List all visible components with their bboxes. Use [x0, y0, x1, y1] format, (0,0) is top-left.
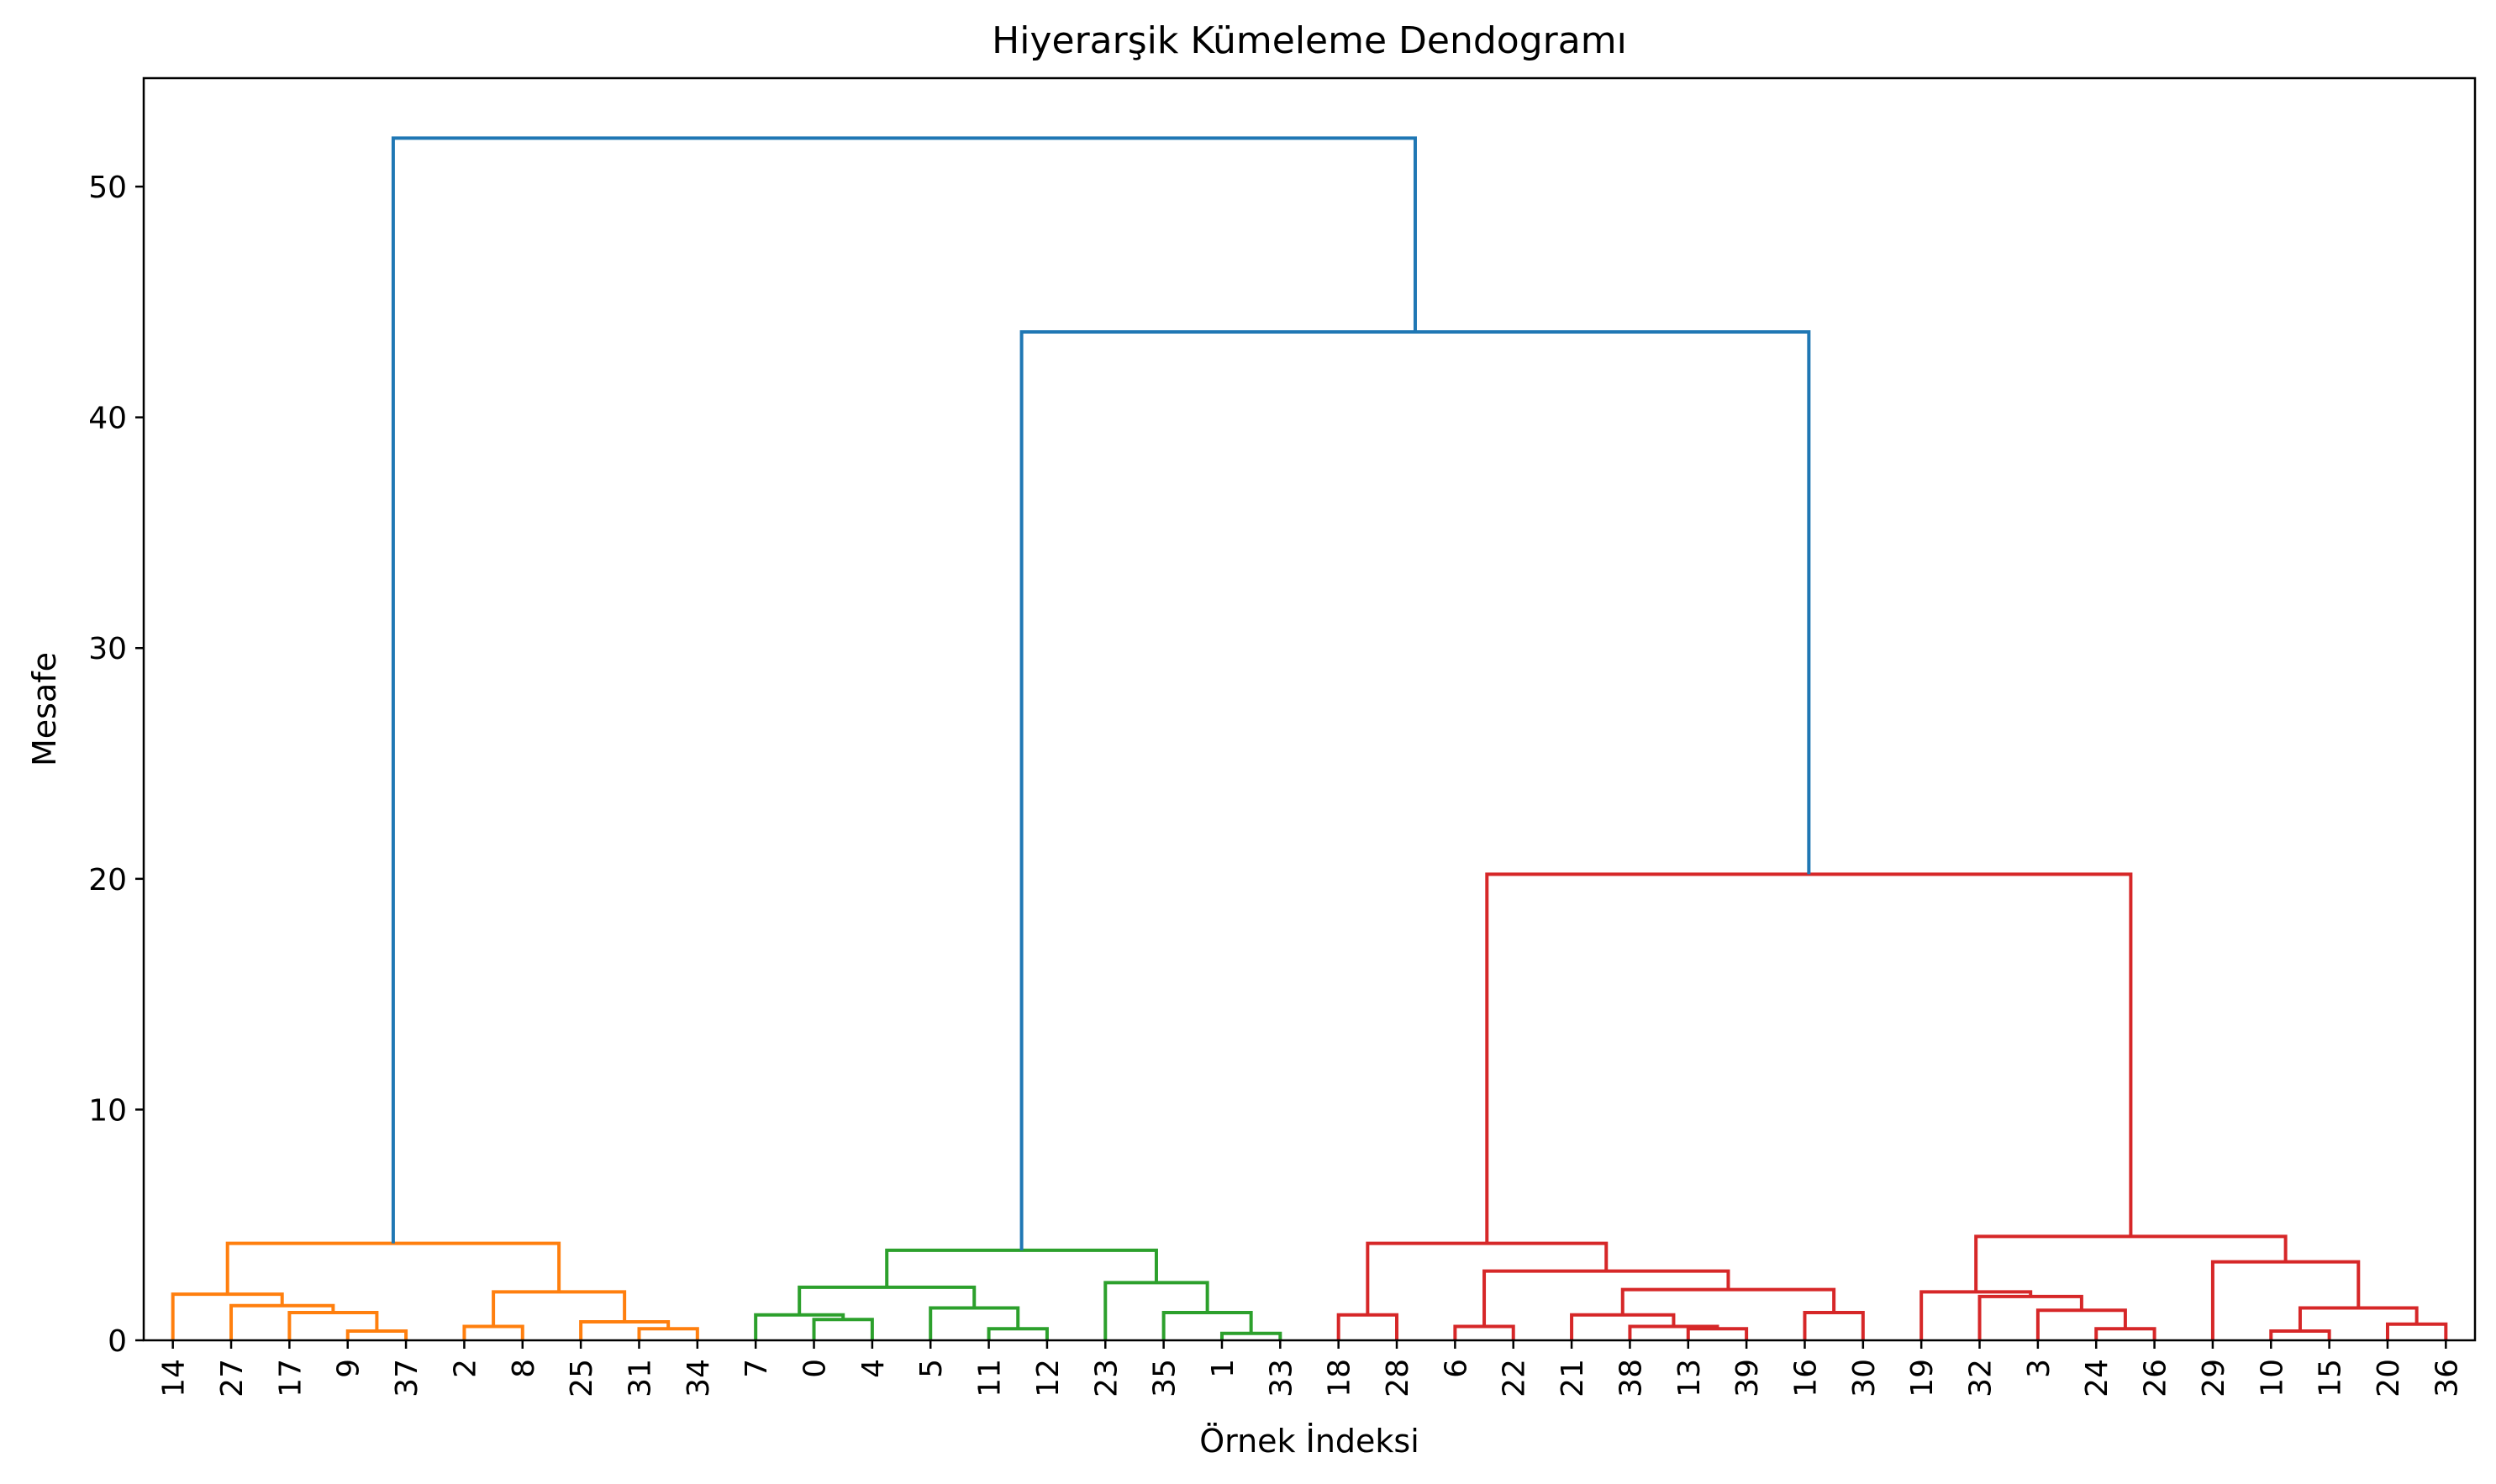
x-tick-label-19: 19: [1905, 1359, 1940, 1397]
x-tick-label-34: 34: [682, 1359, 716, 1397]
x-tick-label-14: 14: [157, 1359, 192, 1397]
dendrogram-link-1: [287, 1311, 379, 1340]
dendrogram-link-7: [492, 1290, 627, 1327]
x-tick-label-39: 39: [1730, 1359, 1765, 1397]
dendrogram-link-38: [391, 136, 1417, 1244]
y-tick-label-0: 0: [108, 1324, 127, 1359]
plot-frame: [142, 76, 2477, 1342]
x-tick-label-24: 24: [2080, 1359, 2114, 1397]
x-tick-label-5: 5: [914, 1359, 949, 1378]
x-tick-label-1: 1: [1206, 1359, 1240, 1378]
x-tick-label-25: 25: [565, 1359, 599, 1397]
x-axis: 14 27 17 9 37 2 8 25 31 34 7 0 4 5 11 12 23 35 1 33 18 28 6 22 2…: [157, 1340, 2464, 1397]
x-tick-label-0: 0: [798, 1359, 833, 1378]
y-tick-label-10: 10: [88, 1093, 127, 1128]
x-tick-label-33: 33: [1264, 1359, 1298, 1397]
x-tick-label-30: 30: [1847, 1359, 1882, 1397]
x-tick-label-27: 27: [215, 1359, 250, 1397]
x-tick-label-3: 3: [2022, 1359, 2056, 1378]
links-layer: [171, 136, 2448, 1340]
dendrogram-link-15: [1161, 1311, 1253, 1340]
dendrogram-link-31: [2269, 1329, 2331, 1340]
y-tick-label-30: 30: [88, 632, 127, 666]
chart-title: Hiyerarşik Kümeleme Dendogramı: [992, 19, 1627, 62]
x-tick-label-38: 38: [1614, 1359, 1648, 1397]
x-tick-label-2: 2: [448, 1359, 482, 1378]
dendrogram-link-23: [1803, 1311, 1865, 1340]
x-tick-label-7: 7: [740, 1359, 774, 1378]
dendrogram-link-29: [1977, 1294, 2083, 1340]
x-tick-label-32: 32: [1964, 1359, 1998, 1397]
x-tick-label-28: 28: [1381, 1359, 1415, 1397]
dendrogram-link-33: [2298, 1306, 2419, 1332]
dendrogram-link-10: [754, 1313, 845, 1340]
x-tick-label-12: 12: [1031, 1359, 1066, 1397]
x-tick-label-15: 15: [2314, 1359, 2348, 1397]
x-tick-label-31: 31: [623, 1359, 657, 1397]
dendrogram-link-22: [1570, 1313, 1676, 1340]
x-tick-label-29: 29: [2197, 1359, 2231, 1397]
x-tick-label-21: 21: [1556, 1359, 1590, 1397]
y-axis-label: Mesafe: [26, 652, 63, 766]
y-tick-label-20: 20: [88, 863, 127, 897]
x-tick-label-20: 20: [2372, 1359, 2406, 1397]
x-tick-label-37: 37: [390, 1359, 424, 1397]
x-tick-label-16: 16: [1788, 1359, 1823, 1397]
dendrogram-link-30: [1919, 1290, 2033, 1340]
x-tick-label-26: 26: [2139, 1359, 2173, 1397]
dendrogram-link-37: [1019, 330, 1811, 1250]
x-tick-label-10: 10: [2255, 1359, 2289, 1397]
x-tick-label-4: 4: [856, 1359, 891, 1378]
dendrogram-link-32: [2385, 1322, 2448, 1340]
y-tick-label-40: 40: [88, 402, 127, 436]
dendrogram-link-34: [2210, 1260, 2361, 1340]
x-tick-label-17: 17: [273, 1359, 308, 1397]
x-tick-label-9: 9: [332, 1359, 366, 1378]
x-tick-label-11: 11: [973, 1359, 1008, 1397]
dendrogram-link-12: [929, 1306, 1020, 1340]
y-tick-label-50: 50: [88, 171, 127, 205]
plot-area: [144, 78, 2475, 1340]
x-tick-label-36: 36: [2430, 1359, 2464, 1397]
x-tick-label-13: 13: [1672, 1359, 1707, 1397]
x-tick-label-18: 18: [1323, 1359, 1357, 1397]
x-tick-label-8: 8: [507, 1359, 541, 1378]
x-tick-label-35: 35: [1148, 1359, 1182, 1397]
x-tick-label-22: 22: [1498, 1359, 1532, 1397]
x-tick-label-23: 23: [1089, 1359, 1124, 1397]
dendrogram-link-35: [1974, 1234, 2288, 1292]
dendrogram-link-9: [812, 1318, 874, 1340]
x-tick-label-6: 6: [1439, 1359, 1473, 1378]
dendrogram-link-18: [1336, 1313, 1399, 1340]
x-axis-label: Örnek İndeksi: [1199, 1423, 1419, 1460]
dendrogram-link-0: [345, 1329, 408, 1340]
y-axis: 0 10 20 30 40 50: [88, 171, 144, 1359]
